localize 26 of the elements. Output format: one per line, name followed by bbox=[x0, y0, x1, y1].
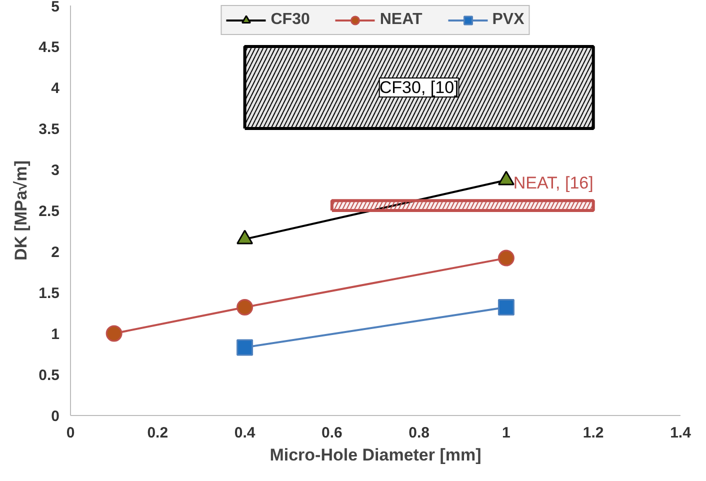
y-tick-label: 0.5 bbox=[38, 367, 60, 384]
legend-label: PVX bbox=[492, 11, 524, 29]
y-tick-label: 1 bbox=[51, 326, 60, 343]
x-tick-label: 0.8 bbox=[408, 424, 430, 442]
y-tick-label: 2 bbox=[51, 244, 60, 261]
y-tick-label: 2.5 bbox=[38, 203, 60, 220]
x-tick-label: 1 bbox=[502, 424, 510, 442]
y-axis-title: DK [MPa√m] bbox=[12, 160, 31, 260]
y-tick-label: 3 bbox=[51, 162, 60, 179]
x-tick-label: 1.4 bbox=[670, 424, 692, 442]
annotation: NEAT, [16] bbox=[513, 174, 594, 193]
x-tick-label: 1.2 bbox=[582, 424, 604, 442]
y-tick-label: 1.5 bbox=[38, 285, 60, 302]
x-axis-title: Micro-Hole Diameter [mm] bbox=[270, 446, 482, 464]
y-tick-label: 0 bbox=[51, 408, 60, 425]
x-tick-label: 0.6 bbox=[322, 424, 342, 442]
x-tick-label: 0.2 bbox=[147, 424, 168, 442]
y-tick-label: 5 bbox=[51, 0, 60, 16]
y-tick-label: 4.5 bbox=[38, 39, 60, 56]
y-tick-label: 4 bbox=[51, 80, 60, 97]
x-tick-label: 0.4 bbox=[234, 424, 256, 442]
x-tick-label: 0 bbox=[66, 424, 75, 442]
legend-label: NEAT bbox=[380, 11, 422, 29]
y-tick-label: 3.5 bbox=[38, 121, 60, 138]
legend-label: CF30 bbox=[270, 11, 310, 29]
annotation: CF30, [10] bbox=[379, 78, 459, 97]
